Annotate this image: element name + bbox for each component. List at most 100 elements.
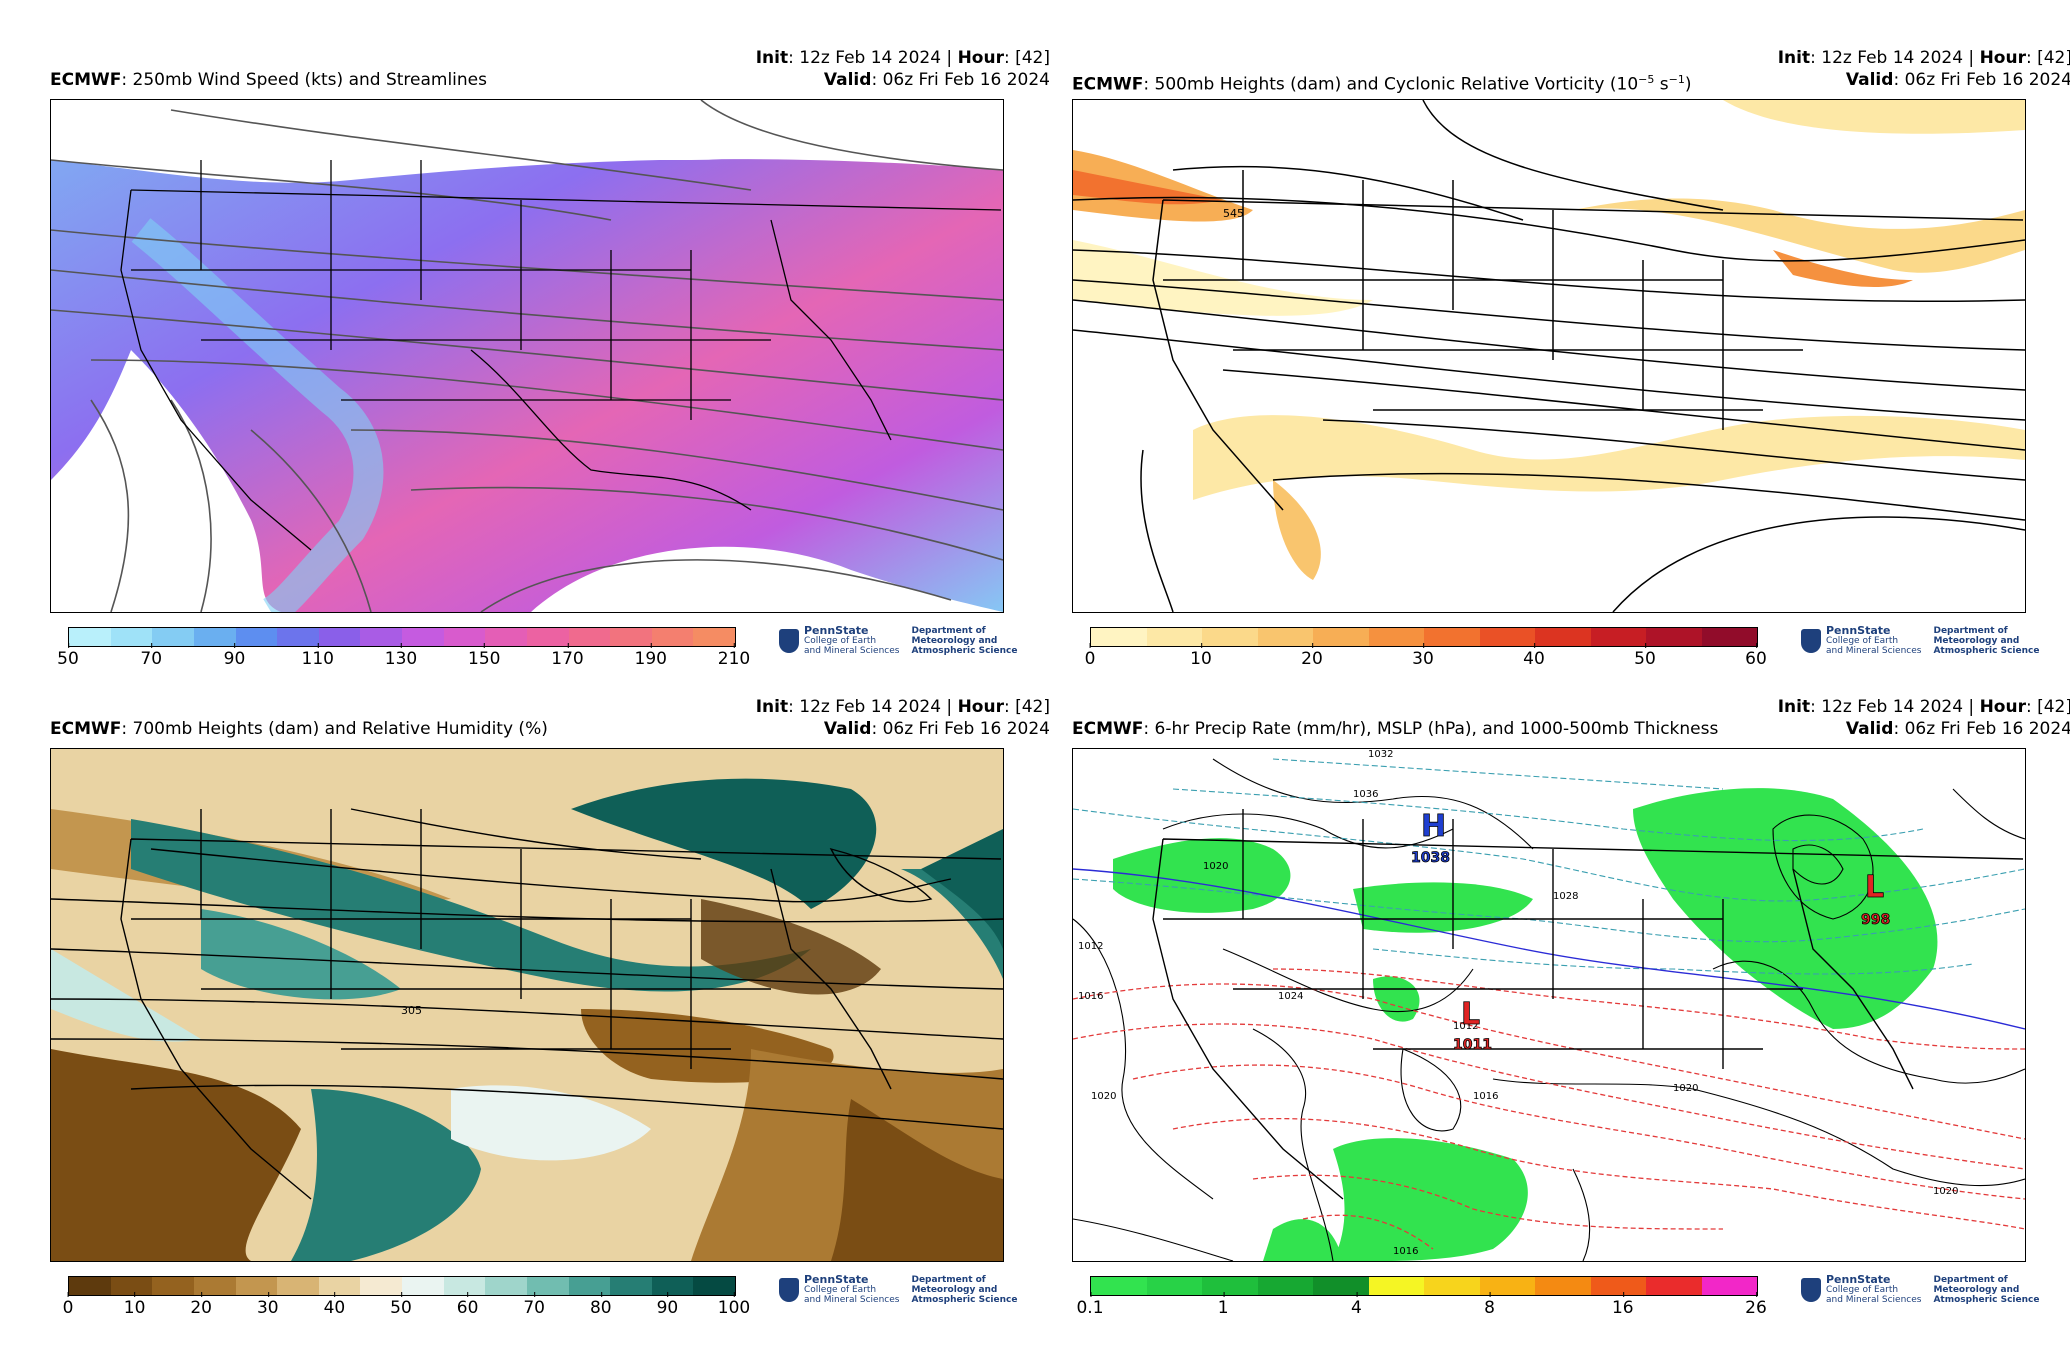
colorbar-segment bbox=[1646, 628, 1702, 646]
colorbar-segment bbox=[152, 1277, 194, 1295]
colorbar-tick-label: 150 bbox=[468, 643, 501, 669]
colorbar-segment bbox=[526, 628, 569, 646]
colorbar-segment bbox=[1202, 628, 1258, 646]
colorbar-tick-label: 70 bbox=[523, 1292, 546, 1318]
panel-700mb: Init: 12z Feb 14 2024 | Hour: [42] ECMWF… bbox=[50, 697, 1050, 1347]
colorbar-tick-label: 40 bbox=[1523, 643, 1545, 669]
pennstate-shield-icon bbox=[779, 1278, 799, 1302]
colorbar-tick-label: 50 bbox=[1634, 643, 1656, 669]
pennstate-shield-icon bbox=[1801, 629, 1821, 653]
colorbar-relative-humidity bbox=[68, 1276, 736, 1296]
colorbar-segment bbox=[402, 628, 444, 646]
map-precip-mslp: 1032 1036 1020 1024 1012 1016 1020 1016 … bbox=[1072, 748, 2026, 1262]
colorbar-segment bbox=[1590, 628, 1646, 646]
colorbar-vorticity bbox=[1090, 627, 1758, 647]
colorbar-segment bbox=[318, 1277, 361, 1295]
colorbar-segment bbox=[1146, 1277, 1202, 1295]
colorbar-wind-speed bbox=[68, 627, 736, 647]
colorbar-segment bbox=[1368, 628, 1424, 646]
colorbar-segment bbox=[1257, 628, 1313, 646]
map-250mb bbox=[50, 99, 1004, 613]
colorbar-segment bbox=[1424, 1277, 1480, 1295]
high-pressure-symbol: H bbox=[1421, 809, 1446, 844]
colorbar-segment bbox=[1146, 628, 1202, 646]
colorbar-segment bbox=[1535, 1277, 1591, 1295]
map-500mb: 545 bbox=[1072, 99, 2026, 613]
colorbar-segment bbox=[651, 1277, 694, 1295]
colorbar-tick-label: 50 bbox=[390, 1292, 412, 1318]
panel-500mb: Init: 12z Feb 14 2024 | Hour: [42] ECMWF… bbox=[1072, 48, 2070, 698]
colorbar-tick-label: 0 bbox=[1084, 643, 1096, 669]
isobar-label: 1020 bbox=[1933, 1186, 1958, 1197]
colorbar-segment bbox=[1479, 628, 1535, 646]
pennstate-shield-icon bbox=[779, 629, 799, 653]
panel-valid-line: Valid: 06z Fri Feb 16 2024 bbox=[823, 719, 1050, 739]
colorbar-tick-label: 130 bbox=[384, 643, 418, 669]
panel-precip-mslp: Init: 12z Feb 14 2024 | Hour: [42] ECMWF… bbox=[1072, 697, 2070, 1347]
colorbar-segment bbox=[193, 1277, 236, 1295]
colorbar-segment bbox=[1424, 628, 1480, 646]
colorbar-tick-label: 30 bbox=[1412, 643, 1434, 669]
colorbar-segment bbox=[1535, 628, 1591, 646]
pennstate-logo: PennState College of Earth and Mineral Sci… bbox=[779, 625, 1017, 656]
panel-init-line: Init: 12z Feb 14 2024 | Hour: [42] bbox=[755, 697, 1050, 717]
isobar-label: 1032 bbox=[1368, 749, 1393, 760]
colorbar-tick-label: 80 bbox=[589, 1292, 612, 1318]
colorbar-tick-label: 60 bbox=[1745, 643, 1767, 669]
colorbar-segment bbox=[1701, 1277, 1757, 1295]
colorbar-tick-label: 170 bbox=[551, 643, 584, 669]
colorbar-segment bbox=[152, 628, 194, 646]
colorbar-tick-label: 8 bbox=[1484, 1292, 1496, 1318]
panel-title: ECMWF: 700mb Heights (dam) and Relative … bbox=[50, 719, 548, 739]
isobar-label: 1024 bbox=[1278, 991, 1303, 1002]
colorbar-segment bbox=[1368, 1277, 1424, 1295]
colorbar-tick-label: 30 bbox=[256, 1292, 279, 1318]
colorbar-segment bbox=[1313, 628, 1369, 646]
panel-title: ECMWF: 250mb Wind Speed (kts) and Stream… bbox=[50, 70, 487, 90]
colorbar-tick-label: 0.1 bbox=[1076, 1292, 1104, 1318]
colorbar-segment bbox=[443, 1277, 486, 1295]
isobar-label: 1028 bbox=[1553, 891, 1578, 902]
colorbar-segment bbox=[277, 628, 319, 646]
isobar-label: 1036 bbox=[1353, 789, 1378, 800]
colorbar-segment bbox=[69, 628, 111, 646]
low-pressure-value: 1011 bbox=[1453, 1037, 1492, 1053]
panel-title: ECMWF: 500mb Heights (dam) and Cyclonic … bbox=[1072, 73, 1692, 95]
colorbar-segment bbox=[693, 628, 735, 646]
colorbar-tick-label: 4 bbox=[1350, 1292, 1362, 1318]
colorbar-segment bbox=[235, 628, 278, 646]
pennstate-logo: PennState College of Earth and Mineral Sci… bbox=[1801, 1274, 2039, 1305]
colorbar-tick-label: 90 bbox=[656, 1292, 679, 1318]
colorbar-tick-label: 70 bbox=[140, 643, 163, 669]
colorbar-segment bbox=[443, 628, 486, 646]
panel-init-line: Init: 12z Feb 14 2024 | Hour: [42] bbox=[1777, 697, 2070, 717]
panel-valid-line: Valid: 06z Fri Feb 16 2024 bbox=[1845, 70, 2070, 90]
colorbar-tick-label: 0 bbox=[62, 1292, 74, 1318]
isobar-label: 1016 bbox=[1393, 1246, 1418, 1257]
colorbar-segment bbox=[1701, 628, 1757, 646]
colorbar-segment bbox=[318, 628, 361, 646]
isobar-label: 1020 bbox=[1091, 1091, 1116, 1102]
colorbar-segment bbox=[402, 1277, 444, 1295]
colorbar-tick-label: 10 bbox=[1190, 643, 1212, 669]
isobar-label: 1012 bbox=[1453, 1021, 1478, 1032]
colorbar-precip-rate bbox=[1090, 1276, 1758, 1296]
colorbar-tick-label: 40 bbox=[323, 1292, 346, 1318]
colorbar-segment bbox=[485, 628, 527, 646]
colorbar-segment bbox=[1257, 1277, 1313, 1295]
colorbar-segment bbox=[610, 628, 652, 646]
colorbar-tick-label: 10 bbox=[123, 1292, 146, 1318]
colorbar-segment bbox=[1202, 1277, 1258, 1295]
colorbar-segment bbox=[235, 1277, 278, 1295]
colorbar-segment bbox=[193, 628, 236, 646]
colorbar-segment bbox=[1646, 1277, 1702, 1295]
colorbar-tick-label: 16 bbox=[1611, 1292, 1634, 1318]
colorbar-segment bbox=[610, 1277, 652, 1295]
panel-250mb: Init: 12z Feb 14 2024 | Hour: [42] ECMWF… bbox=[50, 48, 1050, 698]
colorbar-segment bbox=[693, 1277, 735, 1295]
low-pressure-symbol: L bbox=[1865, 870, 1884, 905]
colorbar-segment bbox=[651, 628, 694, 646]
low-pressure-symbol: L bbox=[1461, 997, 1480, 1032]
colorbar-segment bbox=[360, 1277, 402, 1295]
colorbar-segment bbox=[568, 628, 611, 646]
